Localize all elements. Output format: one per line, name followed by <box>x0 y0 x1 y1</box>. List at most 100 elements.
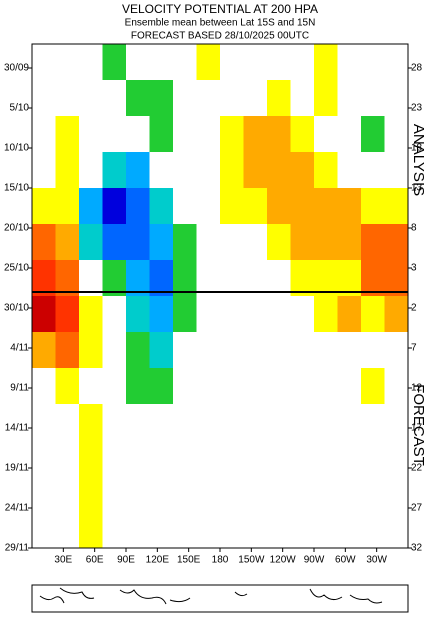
cell <box>361 188 385 225</box>
cell <box>55 116 80 153</box>
cell <box>384 224 409 261</box>
cell <box>290 152 315 189</box>
y-tick-label: 5/10 <box>10 103 30 114</box>
x-tick-label: 150W <box>238 555 265 566</box>
cell <box>290 224 315 261</box>
cell <box>173 80 197 117</box>
cell <box>32 476 56 513</box>
y2-tick-label: 22 <box>411 463 423 474</box>
cell <box>314 44 338 81</box>
cell <box>32 260 56 297</box>
cell <box>220 224 244 261</box>
y-tick-label: 30/10 <box>4 303 29 314</box>
cell <box>220 296 244 333</box>
cell <box>267 80 291 117</box>
cell <box>314 116 338 153</box>
cell <box>384 332 409 369</box>
cell <box>384 476 409 513</box>
cell <box>79 44 103 81</box>
forecast-note: FORECAST BASED 28/10/2025 00UTC <box>131 31 309 42</box>
cell <box>79 188 103 225</box>
cell <box>149 368 174 405</box>
cell <box>55 296 80 333</box>
y-tick-label: 30/09 <box>4 63 29 74</box>
cell <box>149 476 174 513</box>
cell <box>196 80 221 117</box>
cell <box>126 224 150 261</box>
cell <box>384 440 409 477</box>
y-tick-label: 29/11 <box>5 543 30 554</box>
cell <box>361 512 385 549</box>
cell <box>173 296 197 333</box>
x-tick-label: 150E <box>177 555 201 566</box>
cell <box>79 368 103 405</box>
x-tick-label: 180 <box>212 555 229 566</box>
cell <box>32 116 56 153</box>
cell <box>314 368 338 405</box>
cell <box>32 224 56 261</box>
cell <box>149 404 174 441</box>
cell <box>243 368 268 405</box>
cell <box>55 368 80 405</box>
cell <box>243 260 268 297</box>
cell <box>361 440 385 477</box>
cell <box>290 116 315 153</box>
y2-tick-label: 17 <box>411 423 423 434</box>
y2-tick-label: 28 <box>411 63 423 74</box>
cell <box>32 80 56 117</box>
cell <box>267 512 291 549</box>
cell <box>173 404 197 441</box>
cell <box>314 440 338 477</box>
cell <box>55 440 80 477</box>
cell <box>79 512 103 549</box>
cell <box>337 44 362 81</box>
cell <box>267 368 291 405</box>
cell <box>384 512 409 549</box>
cell <box>79 260 103 297</box>
cell <box>149 224 174 261</box>
cell <box>337 332 362 369</box>
cell <box>102 188 127 225</box>
cell <box>267 440 291 477</box>
cell <box>32 188 56 225</box>
cell <box>267 116 291 153</box>
cell <box>243 512 268 549</box>
cell <box>243 476 268 513</box>
cell <box>361 260 385 297</box>
cell <box>79 404 103 441</box>
y2-tick-label: 2 <box>411 303 417 314</box>
cell <box>220 152 244 189</box>
cell <box>126 296 150 333</box>
cell <box>361 296 385 333</box>
cell <box>290 296 315 333</box>
cell <box>196 44 221 81</box>
cell <box>126 512 150 549</box>
cell <box>126 404 150 441</box>
cell <box>243 188 268 225</box>
cell <box>361 476 385 513</box>
cell <box>149 440 174 477</box>
cell <box>267 44 291 81</box>
cell <box>361 152 385 189</box>
cell <box>32 332 56 369</box>
cell <box>196 512 221 549</box>
cell <box>290 512 315 549</box>
cell <box>55 80 80 117</box>
cell <box>314 188 338 225</box>
cell <box>149 80 174 117</box>
cell <box>361 44 385 81</box>
map-strip <box>31 584 409 613</box>
cell <box>243 224 268 261</box>
cell <box>337 368 362 405</box>
cell <box>196 152 221 189</box>
cell <box>337 224 362 261</box>
cell <box>314 260 338 297</box>
cell <box>196 404 221 441</box>
cell <box>102 476 127 513</box>
cell <box>267 476 291 513</box>
cell <box>32 368 56 405</box>
x-tick-label: 90E <box>117 555 135 566</box>
cell <box>102 296 127 333</box>
cell <box>126 476 150 513</box>
cell <box>337 260 362 297</box>
